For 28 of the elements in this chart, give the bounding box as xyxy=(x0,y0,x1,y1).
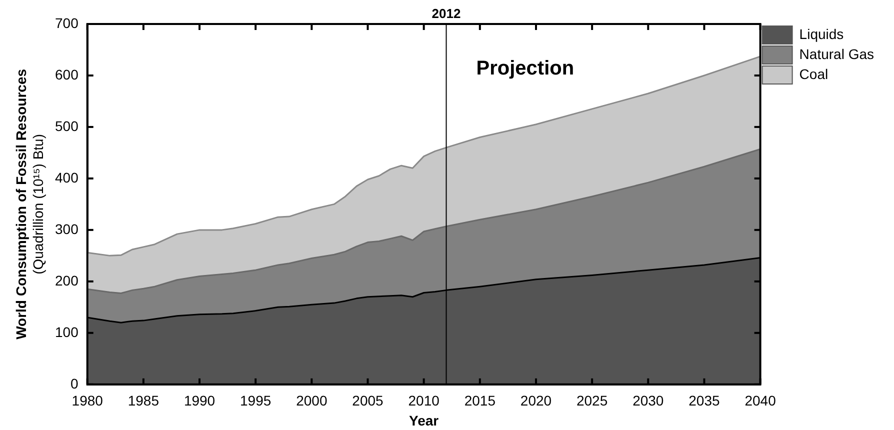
y-tick-label: 200 xyxy=(55,272,79,288)
x-tick-label: 2030 xyxy=(632,392,664,409)
x-tick-label: 2020 xyxy=(520,392,552,409)
ref-line-label: 2012 xyxy=(432,6,461,22)
x-axis-title: Year xyxy=(409,412,440,428)
x-tick-label: 1995 xyxy=(240,392,272,409)
x-tick-label: 2040 xyxy=(744,392,776,409)
y-tick-label: 700 xyxy=(55,14,79,31)
legend-label: Natural Gas xyxy=(799,46,874,62)
x-tick-label: 2005 xyxy=(352,392,384,409)
y-tick-label: 300 xyxy=(55,220,79,237)
y-axis-title: World Consumption of Fossil Resources (Quadrillion (10¹⁵) Btu) xyxy=(12,68,46,340)
x-tick-label: 2015 xyxy=(464,392,496,409)
annotation: Projection xyxy=(476,58,574,80)
legend-label: Coal xyxy=(799,66,828,82)
y-tick-label: 500 xyxy=(55,118,79,134)
y-tick-label: 600 xyxy=(55,66,79,82)
y-tick-label: 400 xyxy=(55,169,79,186)
x-tick-label: 2035 xyxy=(688,392,720,409)
x-tick-label: 2025 xyxy=(576,392,608,409)
x-tick-label: 1990 xyxy=(184,392,216,409)
x-tick-label: 2010 xyxy=(408,392,440,409)
legend-label: Liquids xyxy=(799,26,844,42)
x-tick-label: 1980 xyxy=(72,392,104,409)
x-tick-label: 2000 xyxy=(296,392,328,409)
x-tick-label: 1985 xyxy=(128,392,160,409)
y-tick-label: 100 xyxy=(55,324,79,340)
y-tick-label: 0 xyxy=(70,375,79,392)
